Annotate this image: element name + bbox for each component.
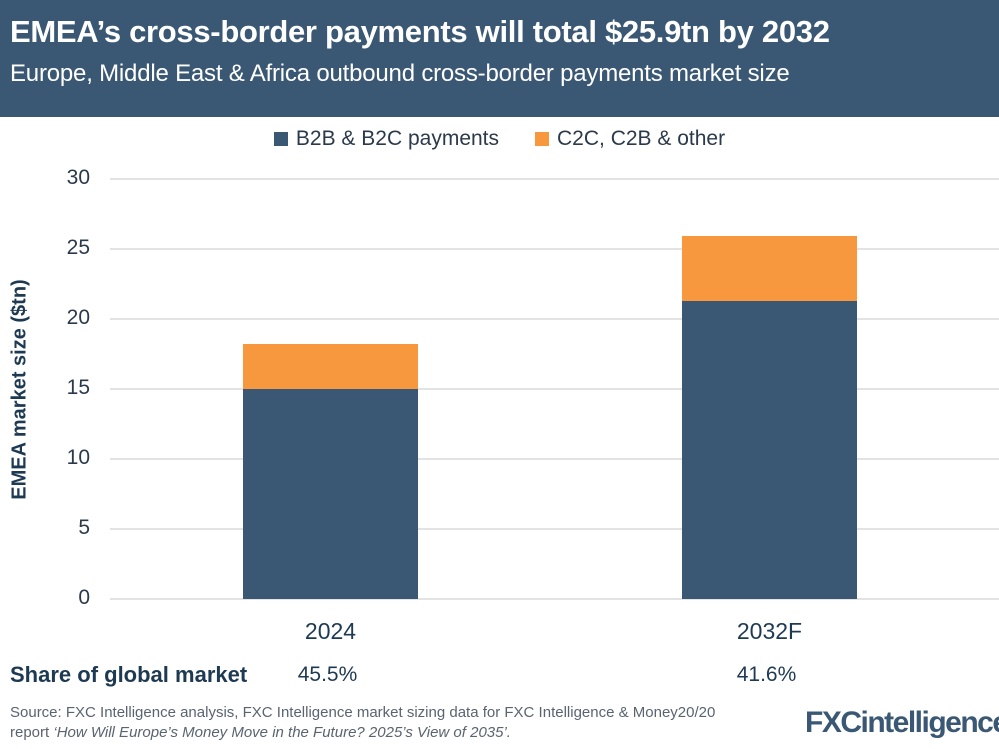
- legend-item-b2b: B2B & B2C payments: [273, 127, 500, 151]
- legend-label-c2c: C2C, C2B & other: [557, 127, 726, 150]
- gridline: [110, 598, 999, 600]
- chart-title: EMEA’s cross-border payments will total …: [10, 14, 830, 49]
- gridline: [110, 178, 999, 180]
- x-tick-2032f: 2032F: [736, 618, 803, 644]
- bar-segment-2032f-c2c: [682, 236, 857, 301]
- bar-segment-2024-b2b: [243, 389, 418, 599]
- gridline: [110, 388, 999, 390]
- y-tick-label: 5: [78, 516, 90, 539]
- source-note: Source: FXC Intelligence analysis, FXC I…: [10, 703, 750, 743]
- share-value-2032f: 41.6%: [736, 663, 797, 686]
- legend-label-b2b: B2B & B2C payments: [295, 127, 500, 150]
- gridline: [110, 318, 999, 320]
- source-text: Source: FXC Intelligence analysis, FXC I…: [10, 704, 716, 741]
- y-tick-label: 20: [66, 306, 90, 329]
- chart-subtitle: Europe, Middle East & Africa outbound cr…: [10, 60, 790, 87]
- gridline: [110, 248, 999, 250]
- legend-item-c2c: C2C, C2B & other: [535, 127, 725, 151]
- gridline: [110, 458, 999, 460]
- share-value-2024: 45.5%: [297, 663, 358, 686]
- y-tick-label: 0: [78, 586, 90, 609]
- y-tick-label: 25: [66, 236, 90, 259]
- y-tick-label: 30: [66, 166, 90, 189]
- y-tick-label: 15: [66, 376, 90, 399]
- y-tick-label: 10: [66, 446, 90, 469]
- legend: B2B & B2C payments C2C, C2B & other: [0, 127, 999, 151]
- x-tick-2024: 2024: [304, 618, 357, 644]
- gridline: [110, 528, 999, 530]
- legend-swatch-b2b: [273, 132, 288, 146]
- fxc-logo: FXCintelligence™: [805, 706, 999, 740]
- bar-segment-2032f-b2b: [682, 300, 857, 599]
- bar-segment-2024-c2c: [243, 344, 418, 389]
- logo-text: FXCintelligence: [805, 706, 999, 739]
- legend-swatch-c2c: [535, 132, 550, 146]
- share-label: Share of global market: [10, 662, 248, 687]
- header-banner: EMEA’s cross-border payments will total …: [0, 0, 999, 117]
- source-report-title: ‘How Will Europe’s Money Move in the Fut…: [53, 724, 511, 741]
